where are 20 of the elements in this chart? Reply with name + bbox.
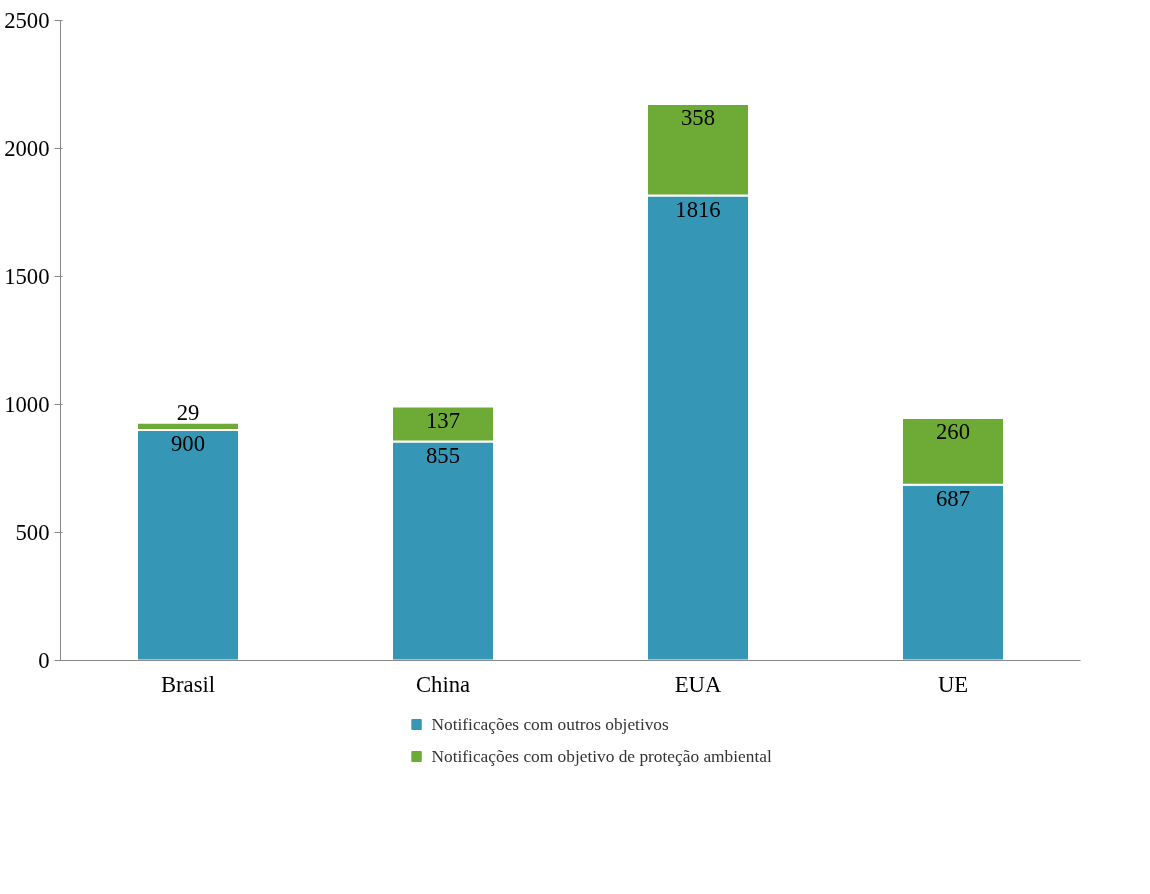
data-label: 855 bbox=[426, 442, 460, 468]
y-tick-label: 2000 bbox=[4, 136, 50, 161]
x-tick-label: EUA bbox=[674, 671, 722, 697]
x-tick-label: UE bbox=[937, 671, 969, 697]
legend-label: Notificações com objetivo de proteção ambiental bbox=[431, 747, 772, 766]
y-tick-label: 1500 bbox=[4, 264, 50, 289]
data-label: 1816 bbox=[675, 196, 721, 222]
data-label: 358 bbox=[681, 104, 715, 130]
y-tick-label: 1000 bbox=[4, 392, 50, 417]
data-label: 29 bbox=[176, 399, 200, 425]
x-tick-label: Brasil bbox=[160, 671, 216, 697]
y-tick-label: 0 bbox=[38, 648, 50, 673]
data-label: 260 bbox=[936, 419, 970, 445]
data-label: 900 bbox=[171, 431, 205, 457]
data-label: 137 bbox=[426, 407, 460, 433]
y-tick-label: 500 bbox=[15, 520, 50, 545]
y-tick-label: 2500 bbox=[4, 8, 50, 33]
data-label: 687 bbox=[936, 485, 970, 511]
legend-label: Notificações com outros objetivos bbox=[431, 715, 670, 734]
x-tick-label: China bbox=[415, 671, 471, 697]
